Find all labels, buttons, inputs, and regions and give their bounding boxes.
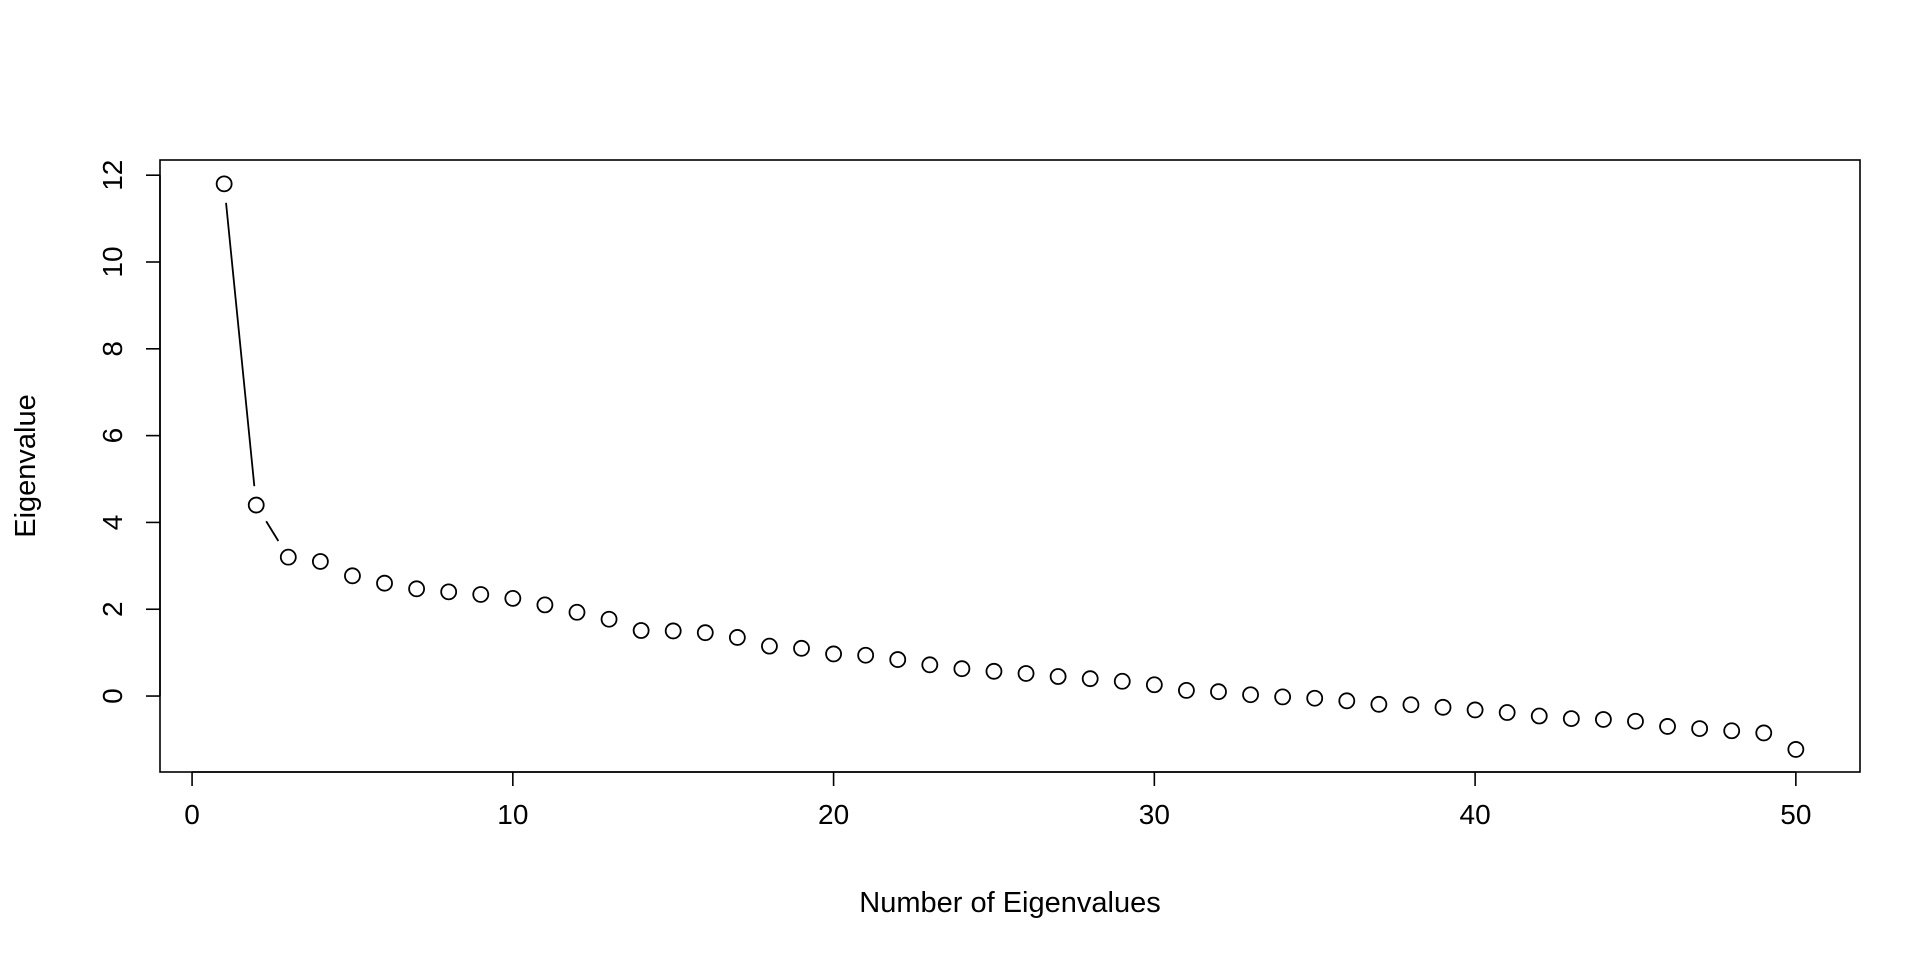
data-point — [761, 637, 778, 655]
data-point — [1434, 698, 1452, 716]
y-tick-label: 10 — [97, 246, 128, 277]
data-point — [472, 586, 490, 603]
data-point — [1242, 686, 1259, 704]
data-point — [1659, 718, 1676, 735]
y-tick-label: 4 — [97, 515, 128, 531]
data-point — [1338, 692, 1356, 710]
data-point — [632, 622, 650, 639]
series-points — [215, 175, 1805, 758]
data-point — [1562, 710, 1580, 728]
x-tick-label: 50 — [1780, 799, 1811, 830]
data-point — [1755, 724, 1773, 742]
x-tick-label: 0 — [184, 799, 200, 830]
data-point — [889, 651, 907, 668]
line-segment — [225, 202, 256, 487]
data-point — [825, 645, 842, 663]
data-point — [504, 589, 522, 607]
data-point — [793, 639, 810, 657]
data-point — [344, 567, 361, 585]
data-point — [1787, 741, 1805, 758]
data-point — [1145, 676, 1163, 694]
data-point — [1530, 707, 1548, 725]
x-tick-label: 20 — [818, 799, 849, 830]
data-point — [1723, 722, 1741, 740]
y-tick-label: 0 — [97, 688, 128, 704]
data-point — [215, 175, 233, 193]
data-point — [440, 583, 458, 601]
data-point — [1081, 670, 1099, 688]
data-point — [311, 553, 329, 570]
data-point — [600, 610, 618, 628]
data-point — [1210, 683, 1227, 701]
x-tick-label: 30 — [1139, 799, 1170, 830]
data-point — [985, 662, 1003, 680]
y-tick-label: 6 — [97, 428, 128, 444]
x-axis: 0 10 20 30 40 50 — [184, 771, 1811, 830]
y-axis-label: Eigenvalue — [10, 394, 42, 538]
data-point — [1113, 672, 1131, 690]
x-tick-label: 40 — [1460, 799, 1491, 830]
y-axis: 0 2 4 6 8 10 12 — [97, 160, 161, 704]
data-point — [1306, 689, 1324, 707]
series-line — [225, 202, 280, 542]
y-tick-label: 12 — [97, 160, 128, 191]
line-segment — [265, 520, 280, 542]
data-point — [953, 660, 971, 678]
y-tick-label: 8 — [97, 341, 128, 357]
x-tick-label: 10 — [497, 799, 528, 830]
data-point — [1627, 712, 1644, 730]
data-point — [1017, 665, 1035, 682]
data-point — [279, 548, 297, 566]
data-point — [376, 574, 393, 592]
data-point — [1274, 688, 1292, 706]
data-point — [568, 603, 586, 621]
data-point — [1691, 720, 1709, 737]
data-point — [1466, 701, 1484, 719]
y-tick-label: 2 — [97, 601, 128, 617]
data-point — [1498, 704, 1516, 721]
data-point — [728, 629, 746, 646]
data-point — [1370, 695, 1388, 713]
data-point — [408, 580, 426, 598]
data-point — [1049, 668, 1067, 685]
data-point — [1402, 696, 1420, 714]
data-point — [247, 496, 265, 514]
x-axis-label: Number of Eigenvalues — [859, 887, 1160, 919]
data-point — [696, 624, 714, 642]
data-point — [1178, 682, 1195, 699]
data-point — [664, 622, 682, 640]
data-point — [536, 596, 554, 614]
data-point — [1594, 711, 1612, 728]
data-point — [921, 656, 939, 674]
data-point — [857, 646, 875, 664]
